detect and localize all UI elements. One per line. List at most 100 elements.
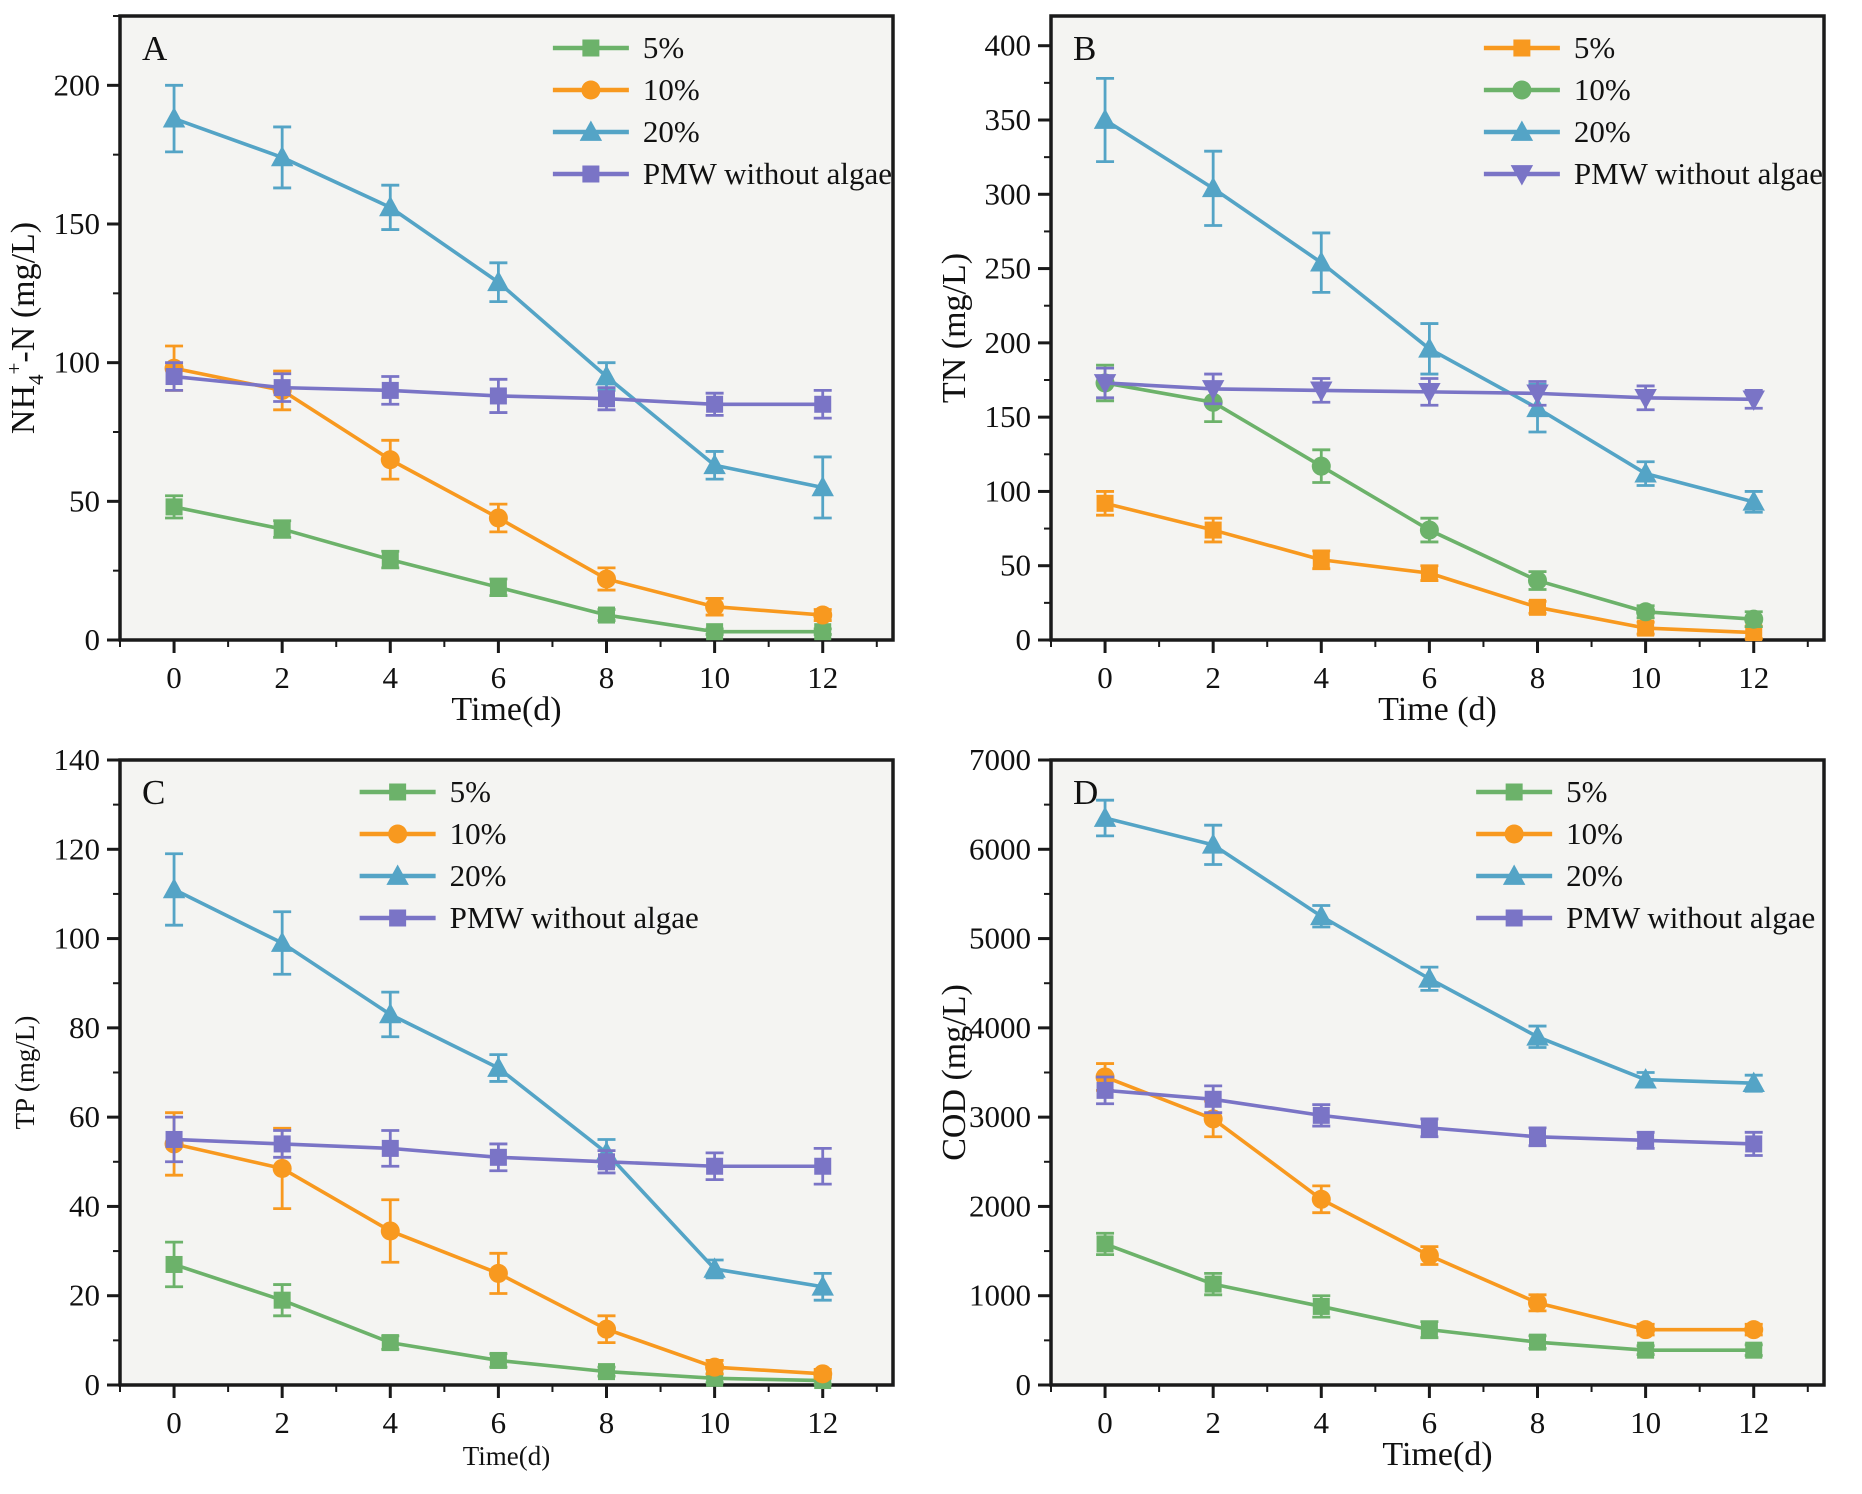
data-point-marker	[705, 597, 725, 617]
y-tick-label: 5000	[969, 921, 1031, 956]
x-axis-title: Time(d)	[451, 691, 561, 728]
panel-b-chart: 0 2 4 6 8 10 12 0 50 100 150 200 250 300 350 400 5% 10% 20…	[931, 0, 1862, 744]
data-point-marker	[1742, 490, 1765, 511]
panel-cell-a: 0 2 4 6 8 10 12 0 50 100 150 200 5% 10% 20% PMW without…	[0, 0, 931, 744]
x-tick-label: 0	[1097, 660, 1113, 695]
data-point-marker	[488, 1263, 508, 1283]
y-tick-label: 7000	[969, 744, 1031, 777]
data-point-marker	[1420, 1119, 1438, 1137]
data-point-marker	[706, 623, 724, 641]
data-point-marker	[1529, 1333, 1547, 1351]
data-point-marker	[380, 1221, 400, 1241]
legend: 5% 10% 20% PMW without algae	[1483, 30, 1823, 191]
data-point-marker	[1201, 833, 1225, 854]
data-point-marker	[162, 107, 186, 128]
data-point-marker	[1093, 374, 1117, 395]
panel-a-chart: 0 2 4 6 8 10 12 0 50 100 150 200 5% 10% 20% PMW without…	[0, 0, 931, 744]
x-axis: 0 2 4 6 8 10 12	[119, 1385, 878, 1440]
x-tick-label: 12	[1738, 660, 1769, 695]
y-tick-label: 4000	[969, 1010, 1031, 1045]
panel-d-chart: 0 2 4 6 8 10 12 0 1000 2000 3000 4000 5000 6000 7000 5%…	[931, 742, 1862, 1489]
legend-label: 5%	[1566, 774, 1607, 809]
legend-marker	[389, 909, 407, 927]
x-tick-label: 4	[383, 1405, 399, 1440]
data-point-marker	[1419, 520, 1439, 540]
data-point-marker	[1093, 108, 1117, 129]
data-point-marker	[1636, 602, 1656, 622]
data-point-marker	[1742, 1071, 1765, 1093]
legend-label: 20%	[1574, 114, 1631, 149]
y-tick-label: 60	[69, 1099, 100, 1134]
data-point-marker	[596, 569, 617, 589]
data-point-marker	[1096, 1235, 1114, 1253]
y-tick-label: 0	[1016, 622, 1032, 657]
series-20-	[1093, 77, 1765, 514]
legend-marker	[582, 165, 600, 183]
x-tick-label: 0	[166, 660, 182, 695]
y-tick-label: 2000	[969, 1188, 1031, 1223]
data-point-marker	[1745, 624, 1763, 642]
data-point-marker	[1527, 571, 1548, 591]
y-tick-label: 120	[54, 831, 101, 866]
y-tick-label: 100	[54, 345, 101, 380]
legend-marker	[582, 39, 600, 57]
x-tick-label: 6	[1422, 1405, 1438, 1440]
legend-label: PMW without algae	[1566, 900, 1815, 935]
data-point-marker	[1312, 551, 1330, 569]
legend-marker	[1513, 39, 1531, 57]
data-point-marker	[379, 195, 402, 217]
x-tick-label: 2	[1205, 1405, 1221, 1440]
y-tick-label: 350	[985, 102, 1032, 137]
y-axis-title: TN (mg/L)	[936, 253, 973, 403]
y-axis-title: TP (mg/L)	[10, 1016, 40, 1130]
data-point-marker	[811, 475, 834, 497]
y-tick-label: 0	[85, 1367, 101, 1402]
data-point-marker	[1201, 380, 1225, 401]
data-point-marker	[1096, 1081, 1114, 1099]
legend-marker	[1505, 909, 1523, 927]
y-tick-label: 50	[1000, 548, 1031, 583]
legend-label: 10%	[450, 816, 507, 851]
data-point-marker	[1311, 1189, 1331, 1209]
x-tick-label: 12	[1738, 1405, 1769, 1440]
data-point-marker	[165, 368, 183, 386]
data-point-marker	[489, 1351, 507, 1369]
legend: 5% 10% 20% PMW without algae	[1476, 774, 1815, 935]
x-axis: 0 2 4 6 8 10 12	[1050, 640, 1809, 695]
data-point-marker	[1203, 1109, 1223, 1129]
data-point-marker	[381, 381, 399, 399]
data-point-marker	[1745, 1135, 1763, 1153]
x-tick-label: 6	[491, 1405, 507, 1440]
data-point-marker	[1418, 337, 1441, 358]
data-point-marker	[489, 578, 507, 596]
legend-marker	[581, 80, 601, 100]
y-tick-label: 40	[69, 1188, 100, 1223]
data-point-marker	[165, 498, 183, 516]
data-point-marker	[489, 1148, 507, 1166]
data-point-marker	[1634, 1068, 1657, 1089]
legend-label: 20%	[643, 114, 700, 149]
data-point-marker	[1637, 1341, 1655, 1359]
x-tick-label: 12	[807, 1405, 838, 1440]
data-point-marker	[381, 551, 399, 569]
legend-label: 5%	[450, 774, 491, 809]
legend-marker	[388, 824, 408, 844]
legend-marker	[1510, 165, 1534, 186]
data-point-marker	[1418, 967, 1441, 988]
data-point-marker	[381, 1139, 399, 1157]
data-point-marker	[273, 520, 291, 538]
y-axis: 0 50 100 150 200	[54, 15, 120, 657]
x-tick-label: 8	[1530, 660, 1546, 695]
data-point-marker	[1418, 383, 1441, 404]
data-point-marker	[1634, 462, 1657, 483]
plot-area	[120, 16, 893, 640]
panel-cell-d: 0 2 4 6 8 10 12 0 1000 2000 3000 4000 5000 6000 7000 5%…	[931, 742, 1862, 1489]
legend-label: 10%	[1574, 72, 1631, 107]
x-tick-label: 2	[274, 660, 290, 695]
data-point-marker	[1310, 381, 1333, 402]
data-point-marker	[1419, 1246, 1439, 1266]
y-tick-label: 100	[985, 473, 1032, 508]
x-axis: 0 2 4 6 8 10 12	[1050, 1385, 1809, 1440]
panel-label: C	[142, 773, 165, 812]
x-tick-label: 0	[1097, 1405, 1113, 1440]
